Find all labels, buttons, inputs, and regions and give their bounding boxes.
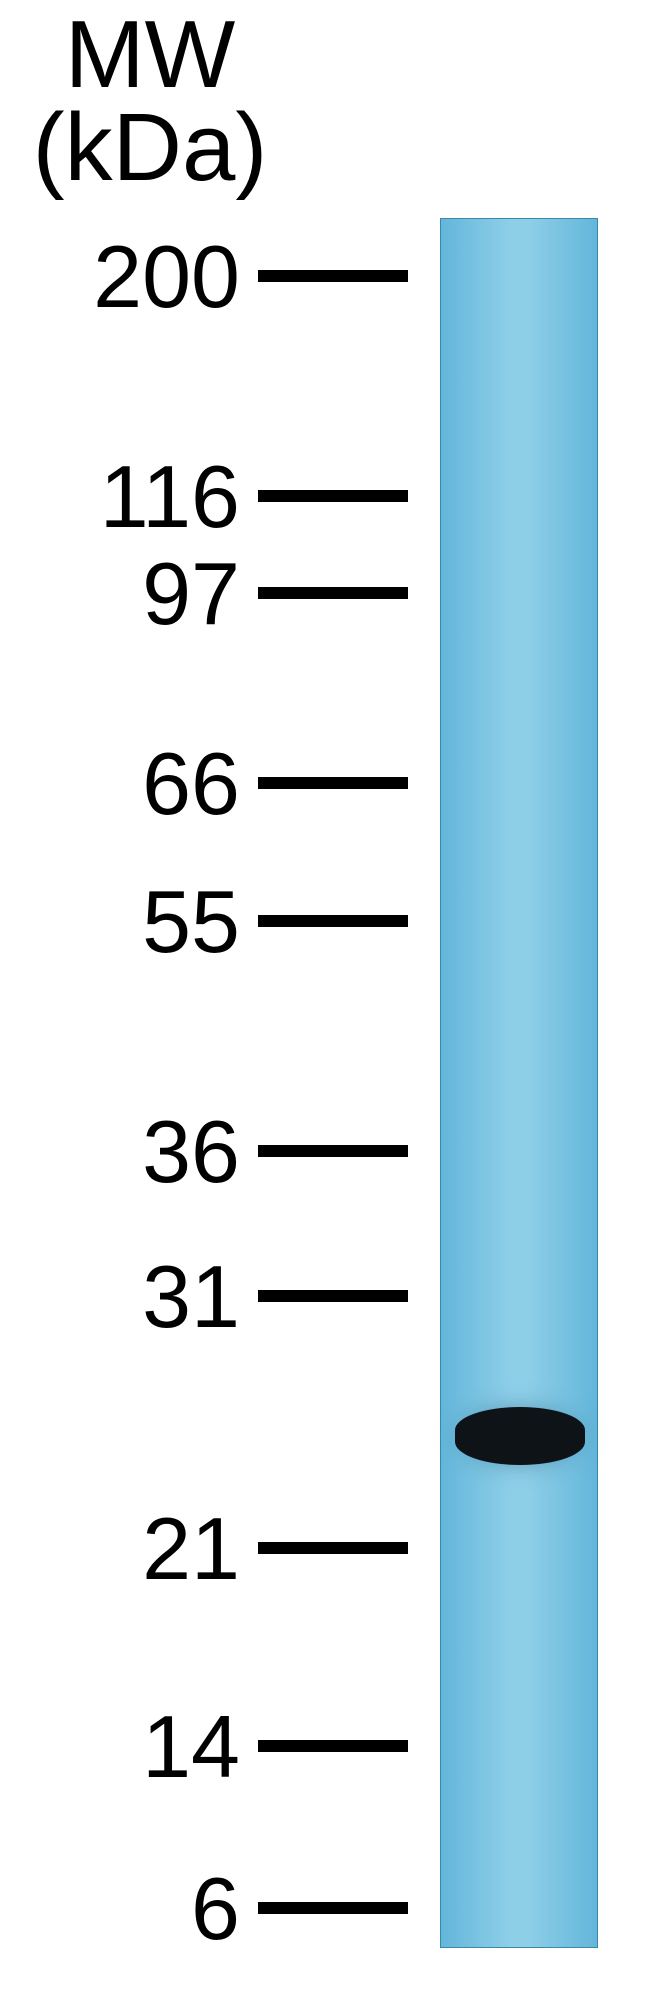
marker-label: 6: [0, 1858, 240, 1960]
marker-tick: [258, 915, 408, 927]
marker-label: 21: [0, 1498, 240, 1600]
marker-tick: [258, 587, 408, 599]
marker-tick: [258, 490, 408, 502]
marker-label: 97: [0, 543, 240, 645]
blot-lane: [440, 218, 598, 1948]
marker-label: 36: [0, 1101, 240, 1203]
marker-label: 66: [0, 733, 240, 835]
marker-label: 55: [0, 871, 240, 973]
marker-tick: [258, 777, 408, 789]
marker-label: 116: [0, 446, 240, 548]
mw-header-line2: (kDa): [10, 98, 290, 199]
marker-tick: [258, 1145, 408, 1157]
protein-band: [455, 1407, 585, 1465]
marker-label: 31: [0, 1246, 240, 1348]
marker-tick: [258, 1902, 408, 1914]
marker-label: 200: [0, 226, 240, 328]
marker-tick: [258, 1740, 408, 1752]
blot-figure: MW (kDa) 200 11697 66 55 36 31 21 14 6: [0, 0, 650, 1994]
marker-tick: [258, 270, 408, 282]
marker-tick: [258, 1290, 408, 1302]
mw-header-line1: MW: [10, 5, 290, 106]
marker-tick: [258, 1542, 408, 1554]
marker-label: 14: [0, 1696, 240, 1798]
